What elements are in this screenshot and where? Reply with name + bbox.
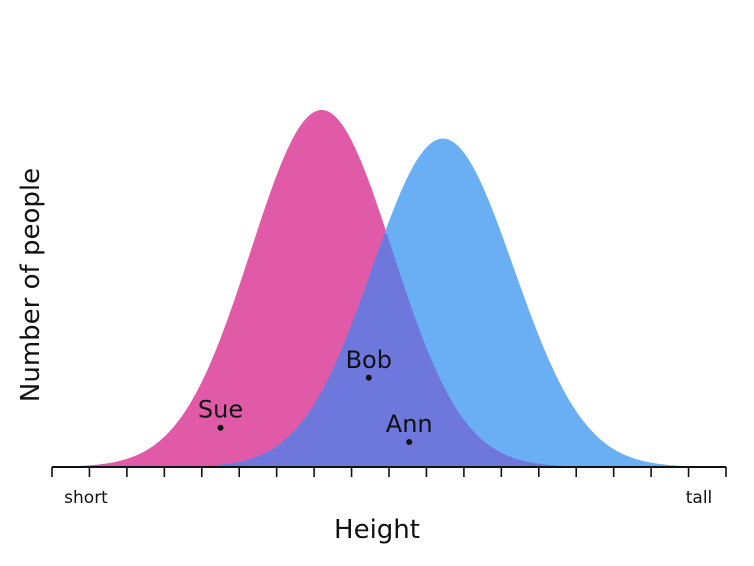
x-axis (51, 466, 727, 477)
x-axis-ticks (51, 467, 727, 477)
x-tick-label-tall: tall (686, 488, 713, 508)
point-bob (365, 374, 372, 381)
data-points: Sue Bob Ann (198, 346, 433, 446)
point-ann (406, 439, 413, 446)
point-label-ann: Ann (386, 410, 433, 438)
point-sue (217, 424, 224, 431)
distribution-areas (52, 110, 726, 467)
distribution-overlap-area (52, 233, 726, 467)
point-label-sue: Sue (198, 396, 243, 424)
x-axis-title: Height (334, 515, 420, 545)
y-axis-title: Number of people (16, 168, 46, 402)
x-tick-label-short: short (64, 488, 108, 508)
point-label-bob: Bob (346, 346, 392, 374)
